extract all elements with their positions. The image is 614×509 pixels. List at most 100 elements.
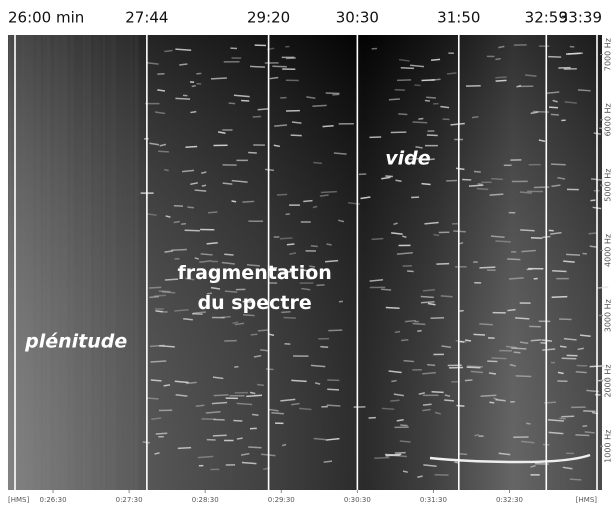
texture-dash [164, 49, 173, 53]
texture-dash [164, 250, 174, 253]
texture-dash [403, 359, 415, 363]
texture-dash [396, 79, 412, 82]
texture-dash [401, 338, 409, 342]
texture-dash [179, 63, 188, 66]
texture-dash [322, 125, 334, 128]
texture-dash [458, 452, 468, 456]
texture-dash [257, 383, 264, 387]
texture-dash [468, 184, 484, 187]
texture-dash [577, 89, 591, 92]
texture-dash [601, 185, 608, 188]
texture-dash [301, 287, 311, 291]
texture-dash [394, 330, 401, 334]
texture-dash [515, 317, 530, 320]
texture-dash [194, 257, 199, 260]
texture-dash [455, 167, 465, 171]
texture-dash [493, 397, 499, 401]
texture-dash [464, 379, 473, 382]
texture-dash [427, 302, 436, 306]
y-tick-label: 5000 Hz [604, 169, 613, 202]
texture-dash [159, 345, 175, 348]
texture-dash [467, 365, 483, 368]
texture-dash [470, 370, 484, 374]
texture-dash [224, 253, 234, 256]
x-tick-label: 0:32:30 [496, 496, 523, 504]
texture-dash [393, 393, 404, 397]
texture-dash [325, 92, 340, 95]
texture-dash [480, 394, 497, 397]
texture-dash [174, 380, 189, 384]
texture-dash [199, 260, 212, 263]
texture-dash [427, 158, 435, 161]
texture-dash [201, 171, 207, 175]
texture-dash [310, 364, 326, 368]
texture-dash [597, 286, 609, 289]
texture-dash [402, 470, 408, 473]
texture-dash [477, 183, 483, 186]
texture-dash [212, 434, 227, 437]
texture-dash [174, 309, 189, 312]
texture-dash [401, 235, 407, 238]
texture-dash [551, 163, 566, 166]
texture-dash [326, 243, 332, 246]
texture-dash [149, 295, 160, 299]
texture-dash [231, 179, 248, 183]
texture-dash [314, 382, 321, 385]
texture-dash [421, 182, 431, 186]
texture-dash [575, 434, 590, 437]
texture-dash [530, 464, 536, 468]
texture-dash [301, 269, 311, 273]
texture-dash [190, 182, 198, 186]
texture-dash [422, 403, 432, 406]
texture-dash [374, 456, 390, 459]
texture-dash [257, 329, 268, 332]
x-tick-label: 0:30:30 [344, 496, 371, 504]
texture-dash [464, 339, 472, 342]
texture-dash [191, 85, 196, 88]
x-unit-label: [HMS] [8, 496, 29, 504]
texture-dash [404, 319, 416, 323]
texture-dash [371, 237, 384, 241]
texture-dash [182, 169, 195, 173]
x-tick-label: 0:26:30 [40, 496, 67, 504]
texture-dash [291, 402, 300, 406]
texture-dash [557, 371, 564, 375]
texture-dash [440, 295, 453, 298]
texture-dash [231, 200, 237, 203]
texture-dash [289, 252, 297, 255]
texture-dash [185, 277, 195, 281]
texture-dash [151, 417, 162, 421]
texture-dash [426, 134, 438, 137]
texture-dash [446, 72, 457, 75]
texture-dash [479, 323, 493, 326]
marker-label: 29:20 [247, 9, 290, 27]
texture-dash [274, 124, 288, 127]
texture-dash [234, 365, 239, 368]
texture-dash [158, 290, 171, 293]
texture-dash [310, 244, 318, 248]
texture-dash [147, 397, 159, 400]
texture-dash [210, 77, 227, 80]
texture-dash [299, 407, 312, 411]
texture-dash [509, 363, 516, 367]
texture-dash [444, 399, 454, 402]
texture-dash [381, 176, 391, 180]
texture-dash [519, 191, 533, 194]
texture-dash [313, 437, 327, 441]
texture-dash [393, 222, 398, 226]
texture-dash [459, 340, 465, 343]
texture-dash [276, 193, 288, 196]
texture-dash [455, 339, 467, 343]
y-tick-label: 2000 Hz [604, 364, 613, 397]
texture-dash [440, 105, 450, 109]
texture-dash [495, 79, 507, 82]
texture-dash [201, 184, 207, 187]
texture-dash [380, 288, 392, 291]
x-unit-label: [HMS] [576, 496, 597, 504]
texture-dash [303, 199, 313, 203]
texture-dash [165, 215, 171, 218]
texture-dash [471, 116, 479, 119]
texture-dash [415, 146, 423, 149]
texture-dash [206, 242, 218, 245]
texture-dash [236, 402, 253, 406]
